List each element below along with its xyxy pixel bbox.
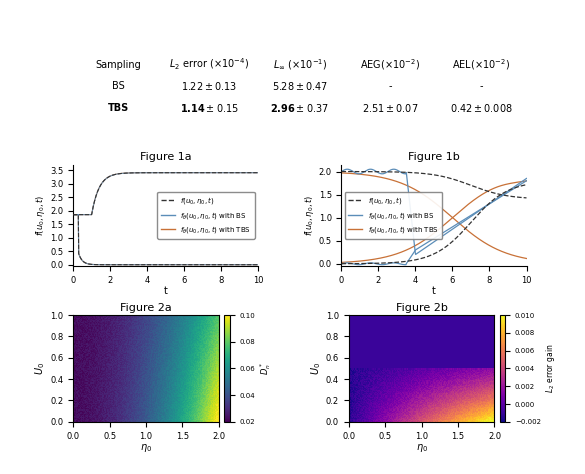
Title: Figure 2a: Figure 2a [120,303,172,313]
Y-axis label: $D_n^*$: $D_n^*$ [258,362,273,375]
Y-axis label: $L_2$ error gain: $L_2$ error gain [543,344,557,393]
X-axis label: t: t [432,286,436,296]
Y-axis label: $U_0$: $U_0$ [309,362,323,375]
Y-axis label: $f(u_0, \eta_0, t)$: $f(u_0, \eta_0, t)$ [35,195,47,236]
X-axis label: $\eta_0$: $\eta_0$ [415,442,428,454]
Title: Figure 1a: Figure 1a [140,153,191,163]
Y-axis label: $f(u_0, \eta_0, t)$: $f(u_0, \eta_0, t)$ [303,195,316,236]
Y-axis label: $U_0$: $U_0$ [33,362,47,375]
X-axis label: $\eta_0$: $\eta_0$ [140,442,152,454]
Legend: $f(u_0, \eta_0, t)$, $f_\theta(u_0, \eta_0, t)$ with BS, $f_\theta(u_0, \eta_0, : $f(u_0, \eta_0, t)$, $f_\theta(u_0, \eta… [157,192,254,239]
X-axis label: t: t [164,286,167,296]
Legend: $f(u_0, \eta_0, t)$, $f_\theta(u_0, \eta_0, t)$ with BS, $f_\theta(u_0, \eta_0, : $f(u_0, \eta_0, t)$, $f_\theta(u_0, \eta… [345,192,442,239]
Title: Figure 2b: Figure 2b [395,303,448,313]
Title: Figure 1b: Figure 1b [408,153,460,163]
